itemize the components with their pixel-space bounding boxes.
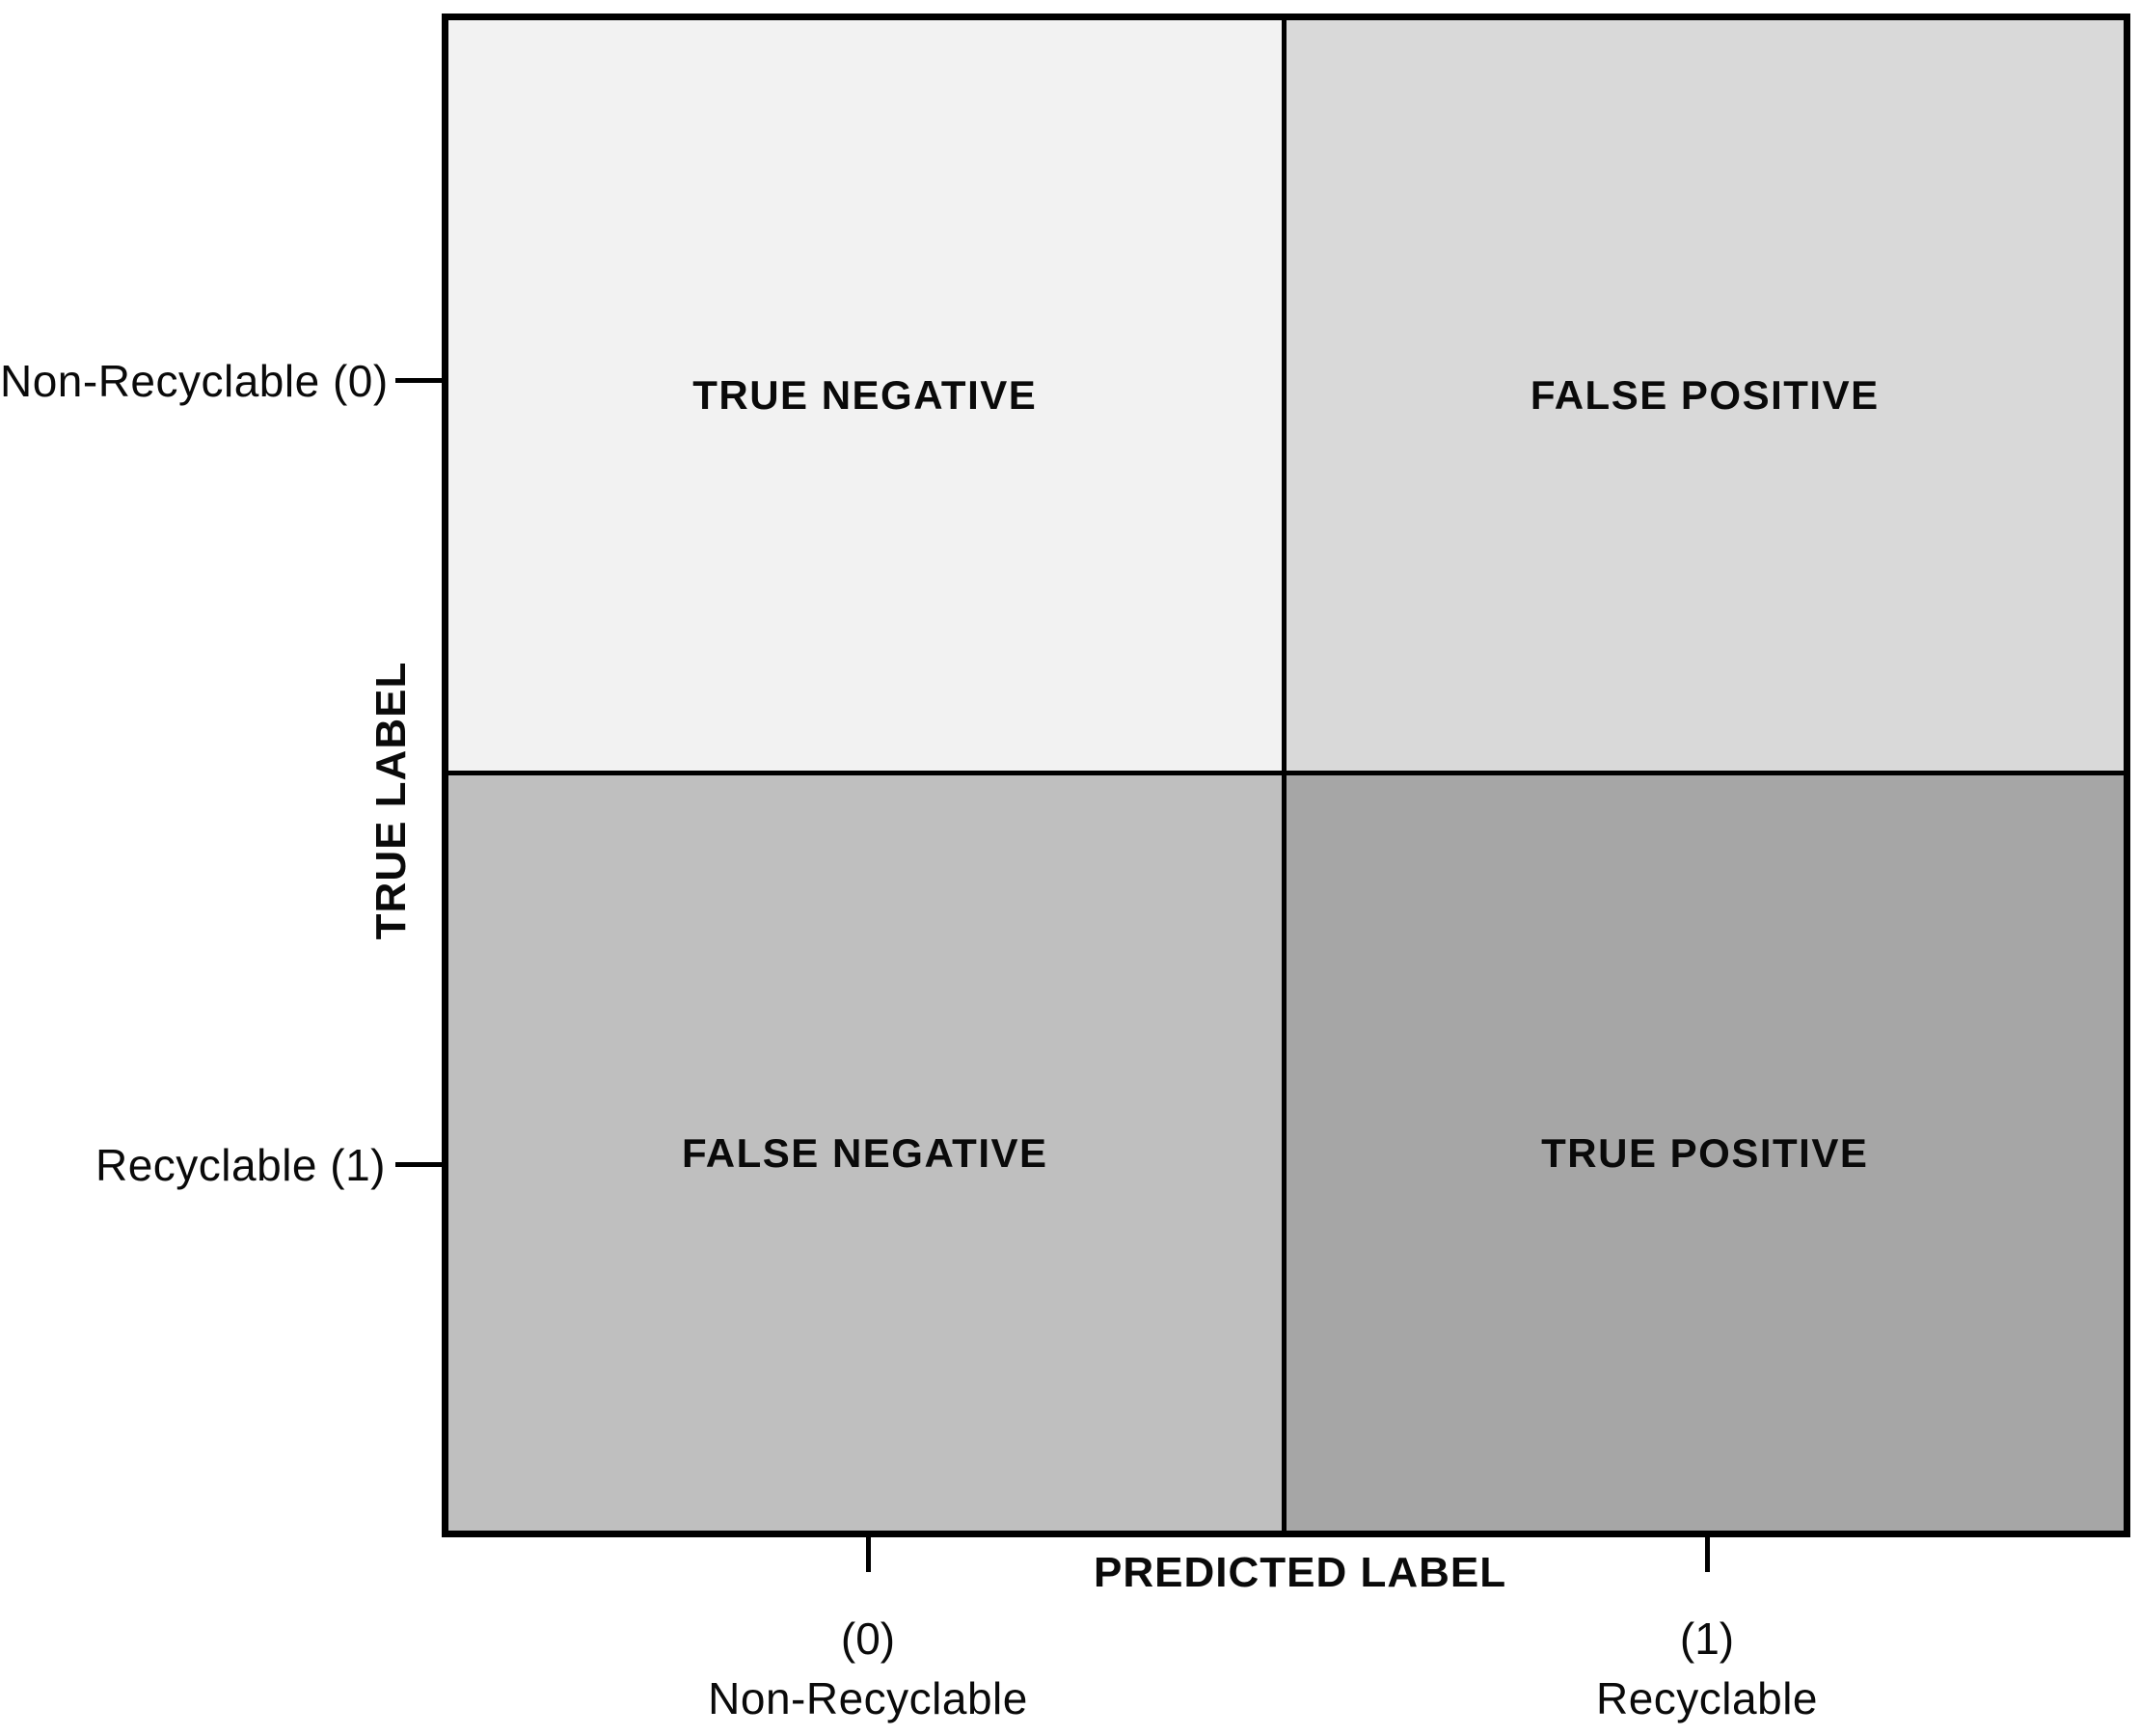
cell-label-true-positive: TRUE POSITIVE xyxy=(1541,1129,1869,1176)
x-axis-title: PREDICTED LABEL xyxy=(1094,1549,1507,1596)
y-tick-label-non-recyclable: Non-Recyclable (0) xyxy=(0,356,389,406)
x-tick-label-non-recyclable: Non-Recyclable xyxy=(708,1673,1028,1723)
cell-label-false-positive: FALSE POSITIVE xyxy=(1530,372,1880,418)
y-axis-title: TRUE LABEL xyxy=(367,661,415,940)
cell-false-negative: FALSE NEGATIVE xyxy=(448,775,1287,1531)
cell-label-true-negative: TRUE NEGATIVE xyxy=(692,372,1038,418)
x-tick-mark-left xyxy=(866,1537,871,1572)
y-tick-mark-bottom xyxy=(395,1162,442,1167)
x-tick-label-recyclable: Recyclable xyxy=(1596,1673,1818,1723)
y-tick-mark-top xyxy=(395,378,442,383)
confusion-matrix-grid: TRUE NEGATIVE FALSE POSITIVE FALSE NEGAT… xyxy=(442,14,2130,1537)
cell-true-positive: TRUE POSITIVE xyxy=(1286,775,2124,1531)
cell-label-false-negative: FALSE NEGATIVE xyxy=(681,1129,1048,1176)
x-tick-mark-right xyxy=(1705,1537,1710,1572)
cell-true-negative: TRUE NEGATIVE xyxy=(448,20,1287,775)
x-tick-code-recyclable: (1) xyxy=(1679,1614,1735,1664)
y-tick-label-recyclable: Recyclable (1) xyxy=(95,1140,386,1190)
x-tick-code-non-recyclable: (0) xyxy=(840,1614,896,1664)
cell-false-positive: FALSE POSITIVE xyxy=(1286,20,2124,775)
